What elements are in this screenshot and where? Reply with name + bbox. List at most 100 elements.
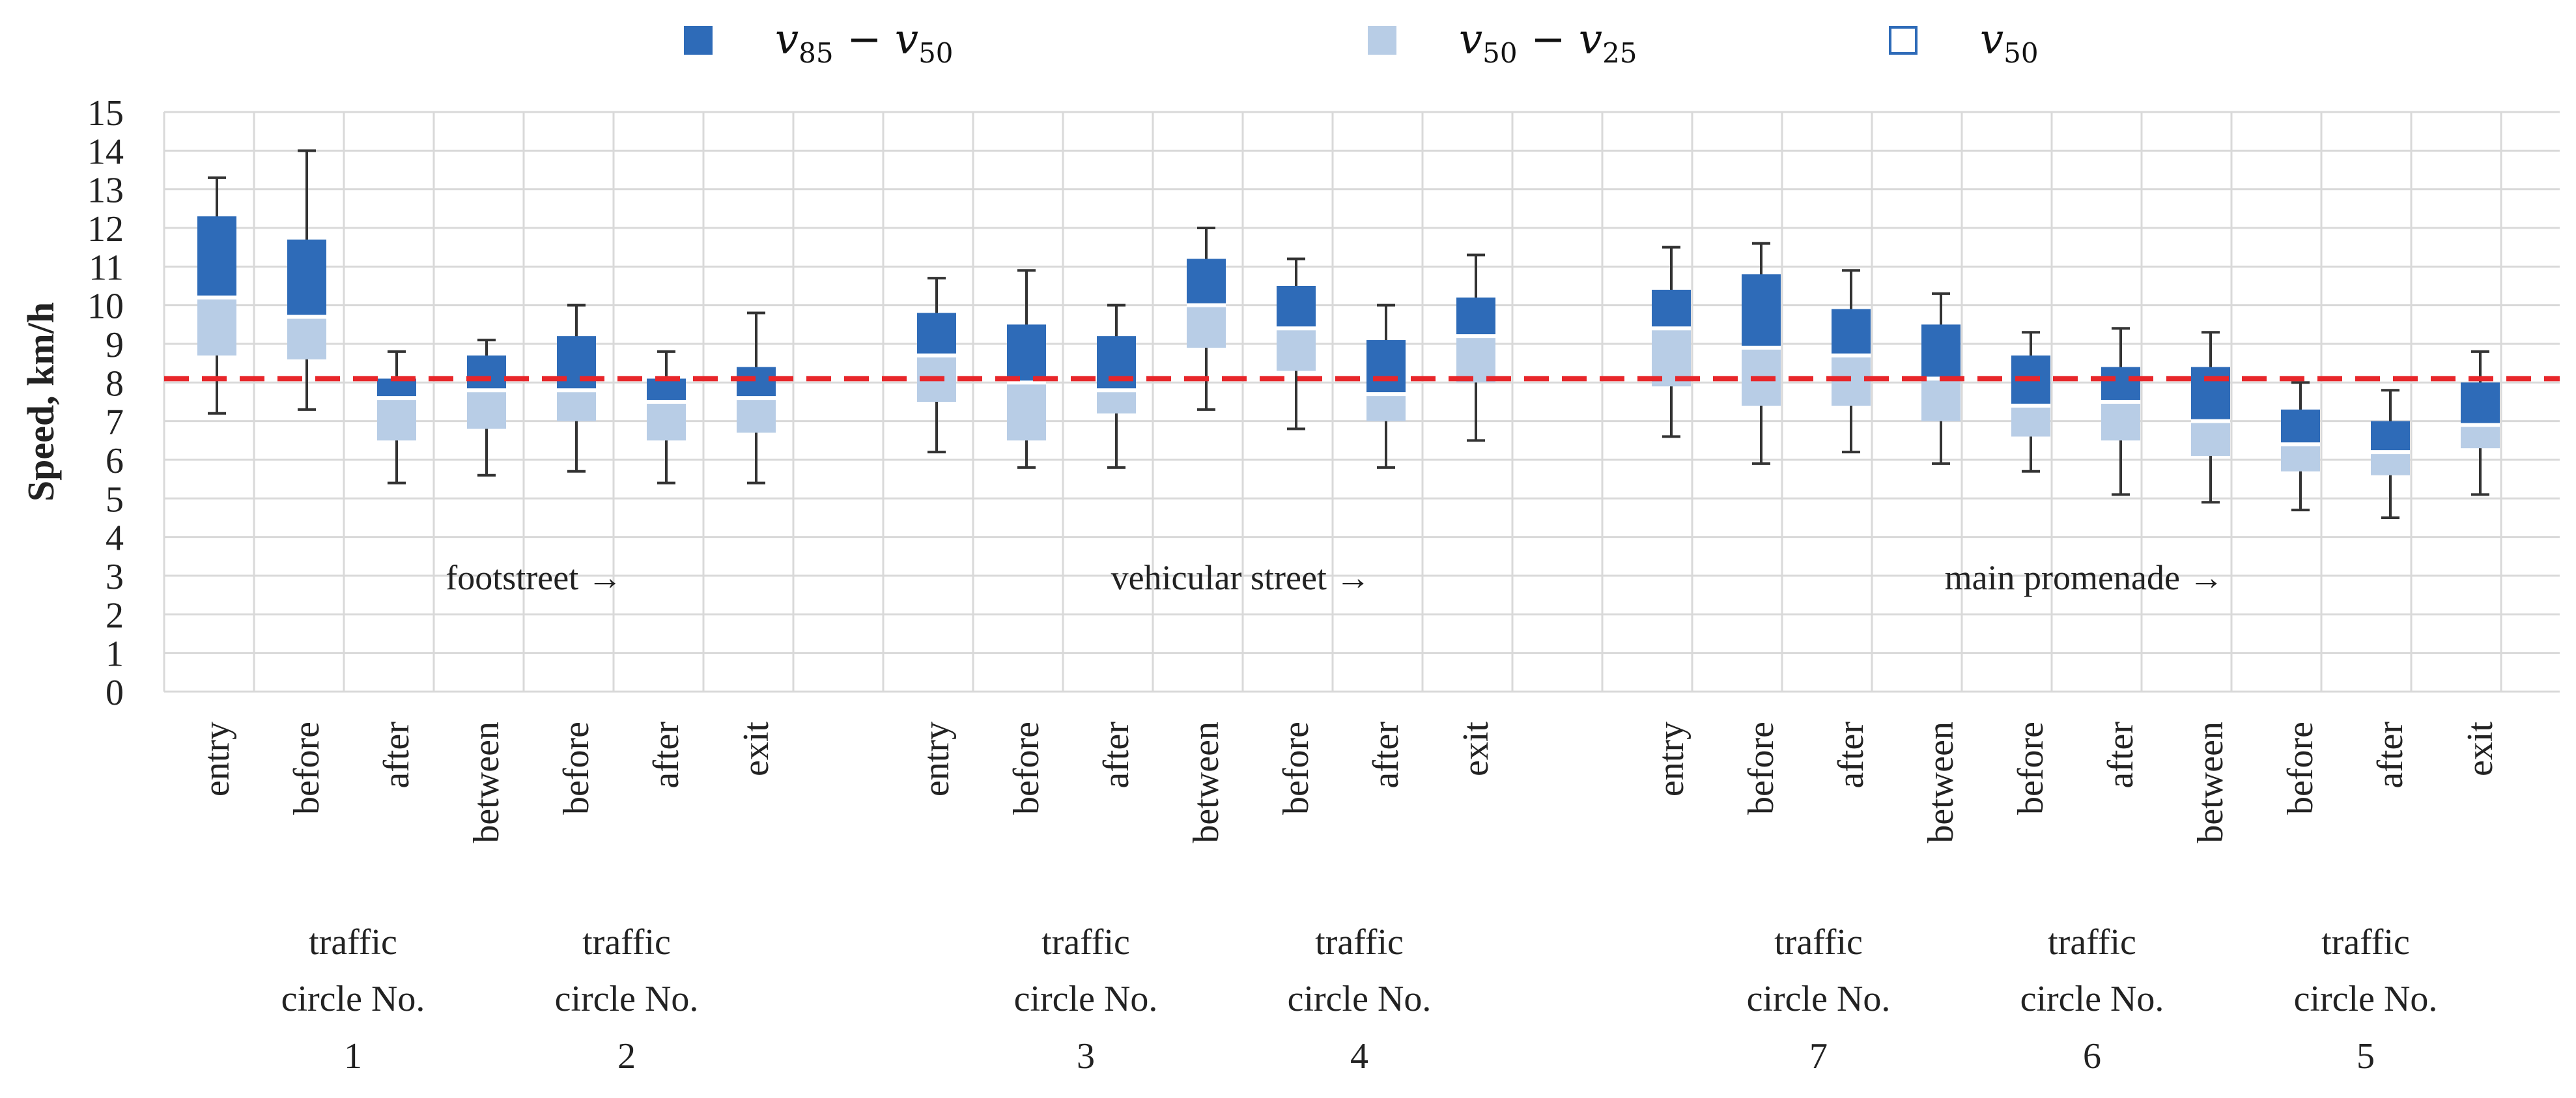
y-tick-label: 13 [87, 171, 124, 211]
box-plot [2101, 327, 2140, 496]
traffic-circle-label: traffic circle No. 1 [281, 922, 425, 1077]
section-label: footstreet → [446, 558, 622, 597]
box-lower [1187, 305, 1226, 348]
circle-label-line1: traffic [1315, 922, 1404, 963]
x-tick-label: after [1366, 722, 1406, 789]
y-tick-label: 2 [106, 595, 124, 636]
legend-swatch [1889, 26, 1918, 55]
traffic-circle-label: traffic circle No. 3 [1014, 922, 1158, 1077]
y-tick-label: 10 [87, 287, 124, 327]
x-tick-label: exit [2460, 722, 2500, 776]
circle-label-line2: circle No. [1014, 979, 1158, 1019]
box-upper [557, 336, 596, 391]
circle-label-line2: circle No. [2294, 979, 2438, 1019]
x-tick-label: between [466, 722, 507, 843]
y-tick-label: 15 [87, 93, 124, 134]
box-upper [377, 378, 416, 399]
traffic-circle-label: traffic circle No. 6 [2020, 922, 2164, 1077]
box-plot [2281, 381, 2320, 512]
section-label: main promenade → [1945, 558, 2224, 597]
box-plot [467, 339, 506, 477]
legend-item: v50 [1889, 16, 2039, 69]
x-tick-label: entry [197, 722, 237, 796]
box-upper [1456, 297, 1495, 337]
box-upper [287, 239, 326, 317]
box-lower [1921, 378, 1960, 421]
box-upper [1277, 286, 1316, 329]
legend-item: v50 − v25 [1368, 16, 1637, 69]
circle-label-line2: circle No. [2020, 979, 2164, 1019]
circle-label-line1: traffic [2048, 922, 2136, 963]
y-tick-label: 12 [87, 209, 124, 249]
box-plot [647, 350, 686, 485]
y-tick-label: 4 [106, 518, 124, 559]
x-tick-label: entry [1651, 722, 1691, 796]
box-lower [1277, 328, 1316, 371]
box-lower [647, 402, 686, 441]
box-lower [2011, 405, 2050, 437]
box-plot [737, 311, 776, 485]
legend-swatch [684, 26, 713, 55]
box-lower [1097, 390, 1136, 414]
circle-label-number: 3 [1077, 1036, 1095, 1077]
box-upper [197, 216, 236, 298]
traffic-circle-label: traffic circle No. 4 [1288, 922, 1432, 1077]
box-plot [2461, 350, 2500, 496]
y-tick-label: 5 [106, 479, 124, 520]
box-upper [1097, 336, 1136, 391]
y-tick-label: 3 [106, 557, 124, 597]
y-tick-label: 6 [106, 441, 124, 481]
box-upper [917, 313, 956, 356]
box-upper [1832, 309, 1871, 356]
box-upper [2461, 382, 2500, 425]
box-lower [377, 398, 416, 441]
box-plot [2191, 331, 2230, 504]
circle-label-line1: traffic [1041, 922, 1130, 963]
x-tick-label: between [1921, 722, 1961, 843]
x-tick-label: after [1096, 722, 1137, 789]
box-lower [2191, 421, 2230, 457]
y-tick-label: 1 [106, 634, 124, 675]
box-lower [1007, 382, 1046, 441]
box-plot [1187, 227, 1226, 411]
x-tick-label: after [1831, 722, 1871, 789]
box-upper [467, 355, 506, 391]
box-plot [377, 350, 416, 485]
box-series [197, 149, 2500, 519]
box-plot [197, 176, 236, 415]
box-plot [1456, 253, 1495, 442]
box-lower [2461, 425, 2500, 449]
box-plot [1007, 269, 1046, 469]
y-tick-label: 11 [89, 247, 124, 288]
x-tick-label: exit [1456, 722, 1496, 776]
traffic-circle-label: traffic circle No. 2 [555, 922, 699, 1077]
box-plot [1652, 246, 1691, 438]
box-lower [557, 390, 596, 421]
box-upper [1187, 259, 1226, 305]
box-upper [1652, 289, 1691, 329]
legend-label: v85 − v50 [775, 16, 954, 69]
x-tick-label: entry [916, 722, 957, 796]
section-label: vehicular street → [1111, 558, 1371, 597]
x-tick-label: after [2370, 722, 2411, 789]
x-tick-label: before [1741, 722, 1781, 815]
box-upper [737, 367, 776, 399]
circle-label-line2: circle No. [1288, 979, 1432, 1019]
x-tick-label: after [376, 722, 417, 789]
circle-label-number: 4 [1350, 1036, 1368, 1077]
box-upper [2191, 367, 2230, 421]
x-tick-label: between [2190, 722, 2231, 843]
box-upper [1742, 274, 1781, 348]
x-tick-label: after [2101, 722, 2141, 789]
box-plot [557, 303, 596, 473]
box-upper [1366, 340, 1406, 395]
y-tick-label: 8 [106, 363, 124, 404]
grid [163, 111, 2560, 693]
circle-label-number: 7 [1809, 1036, 1828, 1077]
x-tick-label: after [646, 722, 686, 789]
circle-label-line2: circle No. [1747, 979, 1891, 1019]
section-labels: footstreet → vehicular street → main prome… [446, 558, 2224, 597]
circle-label-line1: traffic [1774, 922, 1863, 963]
